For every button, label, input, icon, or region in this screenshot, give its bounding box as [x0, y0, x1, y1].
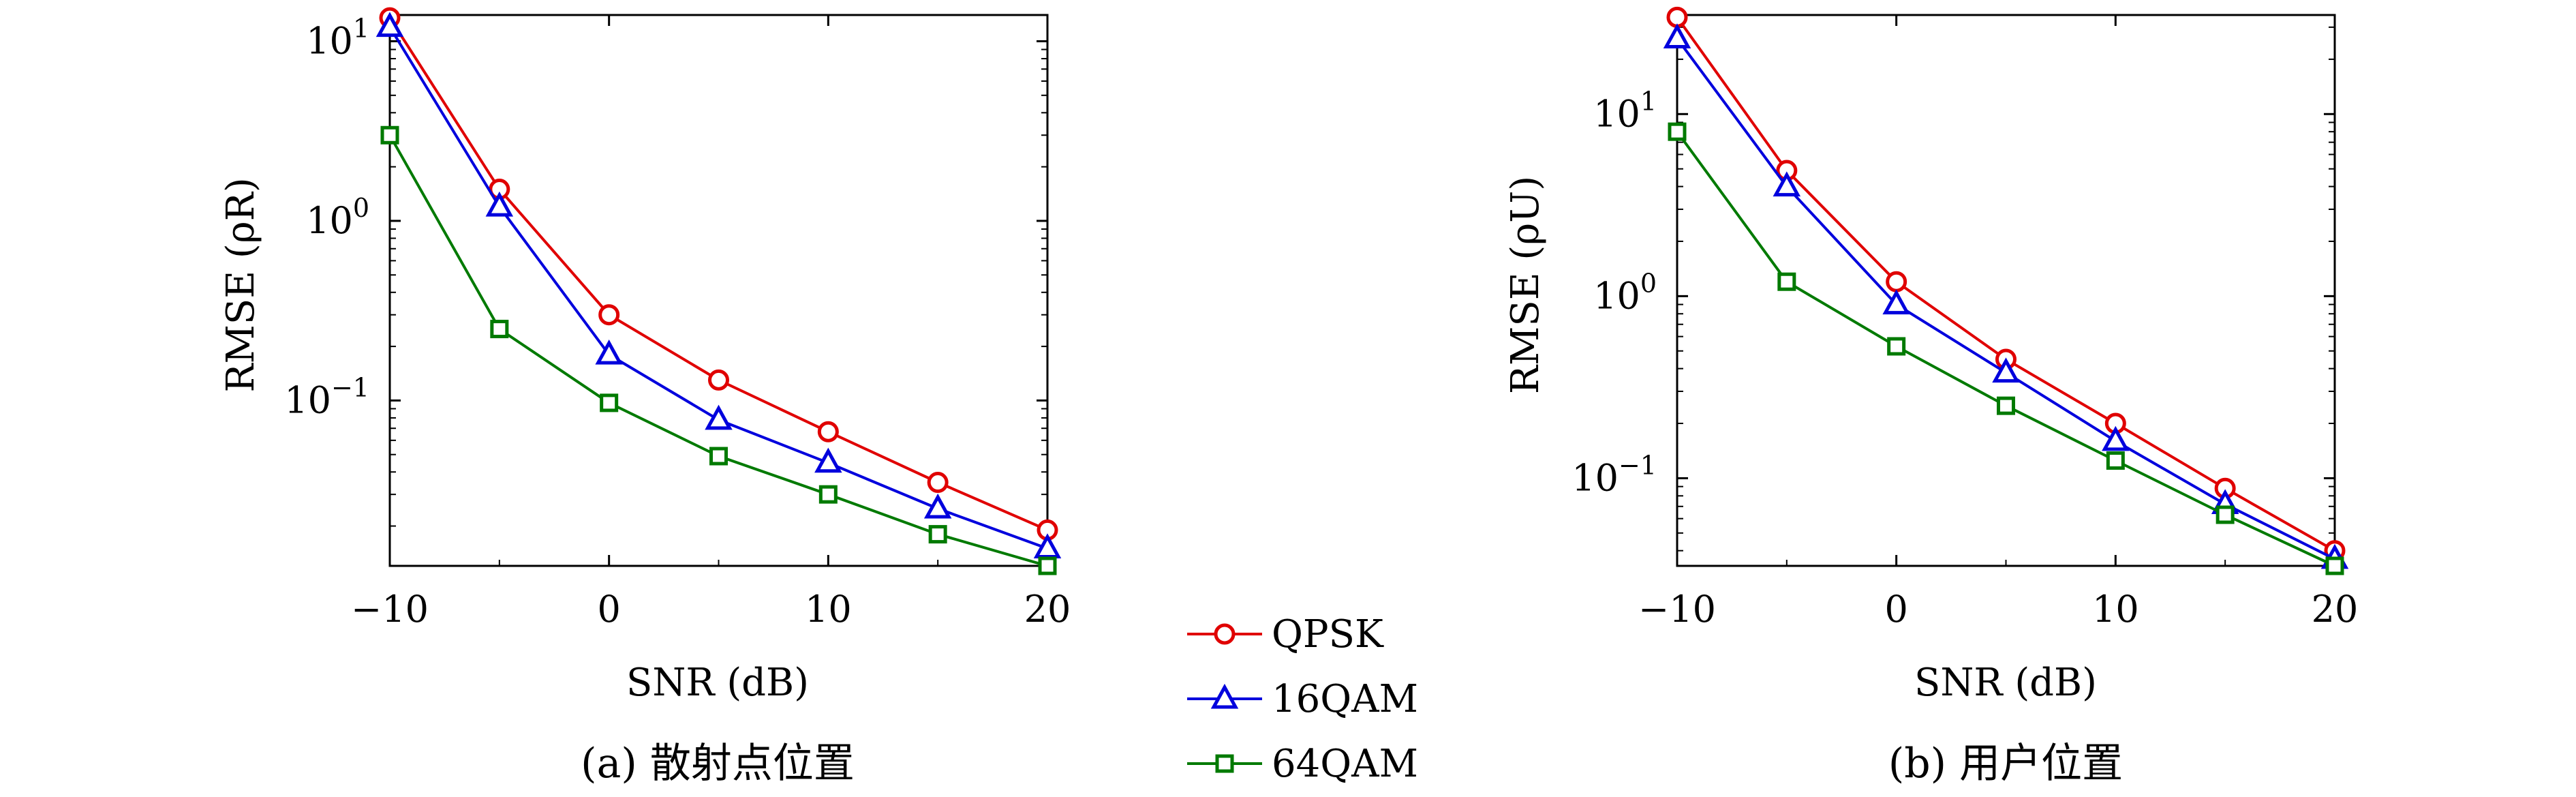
data-point-64qam: [1777, 272, 1796, 291]
data-point-qpsk: [817, 421, 839, 442]
legend-entry-64qam: 64QAM: [1187, 742, 1418, 786]
data-point-qpsk: [598, 304, 620, 326]
x-tick-label: 20: [1024, 588, 1071, 631]
plot-frame: [1676, 14, 2336, 567]
chart-panel-a: −10 0 10 20 101 100 10−1: [284, 7, 1071, 631]
data-point-16qam: [595, 339, 623, 365]
data-point-16qam: [2102, 425, 2130, 451]
legend: QPSK 16QAM 64QAM: [1187, 612, 1418, 786]
data-point-16qam: [1992, 357, 2020, 383]
x-tick-label: 10: [2092, 588, 2139, 631]
data-point-64qam: [2106, 451, 2125, 470]
legend-label: 64QAM: [1272, 742, 1418, 786]
data-point-16qam: [923, 493, 952, 519]
data-point-16qam: [485, 191, 514, 217]
series-line-qpsk-b: [1676, 16, 2335, 552]
x-tick-label: 20: [2312, 588, 2359, 631]
series-line-16qam-a: [388, 26, 1048, 550]
data-point-16qam: [1882, 289, 1910, 315]
caption-b: (b) 用户位置: [1888, 740, 2123, 787]
legend-marker: [1215, 754, 1234, 773]
y-axis-label-a: RMSE (ρR): [219, 177, 263, 392]
legend-marker: [1214, 623, 1236, 645]
data-point-16qam: [705, 404, 733, 430]
data-point-64qam: [2325, 556, 2344, 575]
x-axis-label-a: SNR (dB): [626, 661, 809, 705]
data-point-qpsk: [927, 472, 949, 494]
chart-panel-b: −10 0 10 20 101 100 10−1: [1571, 6, 2359, 631]
y-tick-label: 10−1: [284, 372, 369, 421]
data-point-64qam: [1038, 556, 1057, 575]
x-tick-label: −10: [1638, 588, 1716, 631]
data-point-64qam: [709, 447, 728, 466]
y-tick-label: 101: [306, 13, 369, 62]
legend-label: 16QAM: [1272, 677, 1418, 721]
y-tick-label: 10−1: [1571, 450, 1657, 499]
legend-entry-16qam: 16QAM: [1187, 677, 1418, 721]
plot-frame: [388, 14, 1049, 567]
series-line-16qam-b: [1676, 37, 2335, 560]
data-point-16qam: [375, 12, 404, 37]
data-point-64qam: [490, 320, 509, 339]
data-point-qpsk: [1886, 271, 1907, 292]
data-point-qpsk: [708, 369, 729, 391]
legend-marker: [1210, 683, 1239, 709]
y-tick-label: 100: [1593, 268, 1657, 317]
legend-entry-qpsk: QPSK: [1187, 612, 1384, 657]
x-tick-label: −10: [351, 588, 429, 631]
x-tick-label: 10: [805, 588, 852, 631]
data-point-64qam: [1997, 396, 2015, 415]
x-tick-label: 0: [597, 588, 620, 631]
data-point-16qam: [1663, 23, 1691, 48]
legend-label: QPSK: [1272, 612, 1384, 657]
y-axis-label-b: RMSE (ρU): [1503, 176, 1548, 394]
caption-a: (a) 散射点位置: [581, 740, 855, 787]
data-point-64qam: [380, 125, 399, 145]
data-point-16qam: [814, 447, 842, 473]
data-point-64qam: [818, 485, 838, 504]
y-tick-label: 101: [1593, 86, 1657, 135]
data-point-64qam: [1668, 122, 1687, 141]
y-tick-label: 100: [306, 193, 369, 242]
data-point-64qam: [928, 525, 947, 544]
data-point-64qam: [2215, 505, 2235, 524]
data-point-64qam: [1887, 337, 1906, 356]
data-point-16qam: [1773, 171, 1801, 197]
data-point-64qam: [600, 393, 619, 412]
series-line-64qam-a: [388, 134, 1048, 567]
x-tick-label: 0: [1884, 588, 1907, 631]
data-point-16qam: [1033, 533, 1062, 558]
x-axis-label-b: SNR (dB): [1914, 661, 2097, 705]
